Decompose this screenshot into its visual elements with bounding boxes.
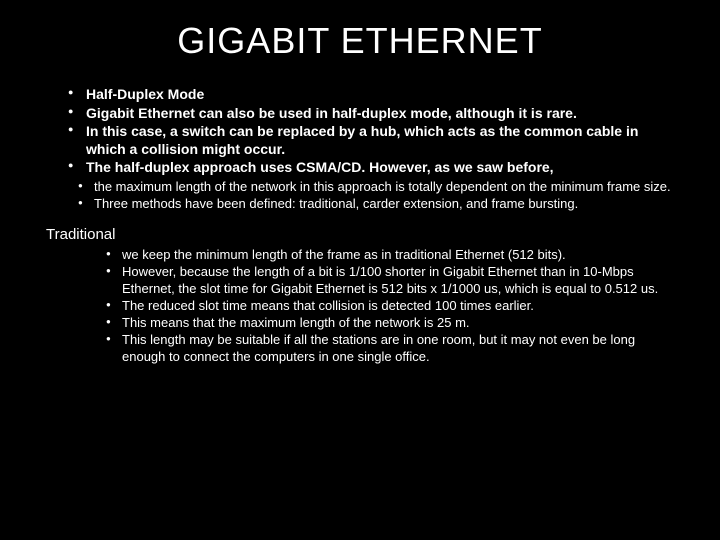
slide-title: GIGABIT ETHERNET (40, 20, 680, 62)
list-item: This means that the maximum length of th… (106, 315, 680, 331)
subheading-traditional: Traditional (40, 226, 680, 243)
list-item: we keep the minimum length of the frame … (106, 247, 680, 263)
sub-bullet-list-2: we keep the minimum length of the frame … (40, 247, 680, 365)
list-item: The half-duplex approach uses CSMA/CD. H… (68, 159, 680, 177)
list-item: However, because the length of a bit is … (106, 264, 680, 297)
list-item: Gigabit Ethernet can also be used in hal… (68, 105, 680, 123)
list-item: In this case, a switch can be replaced b… (68, 123, 680, 158)
list-item: The reduced slot time means that collisi… (106, 298, 680, 314)
main-bullet-list: Half-Duplex Mode Gigabit Ethernet can al… (40, 86, 680, 177)
list-item: This length may be suitable if all the s… (106, 332, 680, 365)
list-item: the maximum length of the network in thi… (78, 179, 680, 195)
list-item: Three methods have been defined: traditi… (78, 196, 680, 212)
list-item: Half-Duplex Mode (68, 86, 680, 104)
sub-bullet-list-1: the maximum length of the network in thi… (40, 179, 680, 213)
